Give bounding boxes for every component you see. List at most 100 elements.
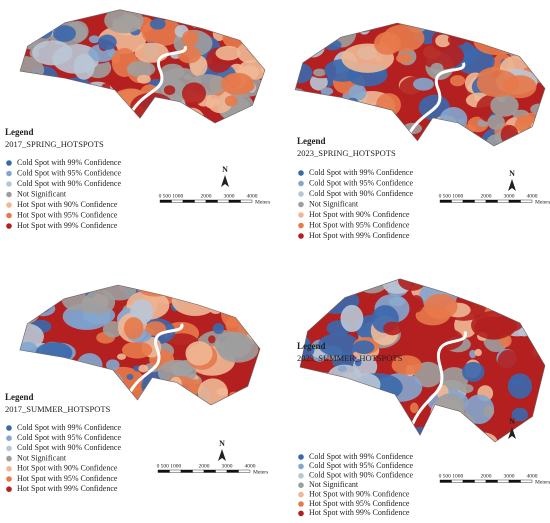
hotspot-zone [536, 40, 544, 48]
hotspot-zone [98, 34, 117, 50]
legend-swatch [298, 482, 304, 489]
legend-label: Not Significant [309, 199, 359, 208]
hotspot-zone [350, 409, 376, 439]
hotspot-zone [151, 106, 186, 124]
scale-segment [497, 199, 510, 203]
hotspot-zone [246, 9, 261, 19]
hotspot-zone [494, 295, 508, 305]
legend-swatch [298, 180, 304, 187]
hotspot-zone [21, 17, 28, 26]
hotspot-zone [126, 60, 156, 78]
river [406, 331, 467, 439]
hotspot-zone [529, 37, 545, 50]
hotspot-zone [434, 393, 466, 421]
hotspot-zone [196, 285, 210, 295]
hotspot-zone [163, 85, 176, 96]
river [126, 45, 187, 122]
hotspot-zone [225, 285, 253, 305]
scale-segment [240, 199, 253, 203]
hotspot-zone [20, 90, 31, 118]
scale-label: 3000 [222, 463, 233, 469]
scale-segment [451, 199, 464, 203]
hotspot-zone [300, 278, 324, 297]
legend-label: Cold Spot with 99% Confidence [309, 452, 413, 461]
north-arrow [221, 175, 229, 187]
scale-label: 2000 [481, 193, 492, 199]
hotspot-zone [149, 18, 166, 30]
hotspot-zone [303, 294, 325, 308]
hotspot-zone [56, 363, 78, 378]
hotspot-zone [397, 278, 427, 291]
hotspot-zone [229, 9, 255, 19]
legend-label: Hot Spot with 95% Confidence [309, 499, 410, 508]
legend-swatch [6, 160, 12, 166]
hotspot-zone [295, 114, 321, 137]
hotspot-zone [424, 278, 447, 283]
hotspot-zone [462, 361, 485, 382]
legend-label: Hot Spot with 95% Confidence [17, 210, 118, 219]
legend-label: Not Significant [17, 453, 67, 462]
hotspot-zone [301, 280, 319, 295]
hotspot-zone [251, 288, 261, 299]
scale-label: 500 1000 [443, 473, 464, 479]
hotspot-zone [525, 23, 545, 43]
hotspot-zone [295, 34, 313, 56]
map-outline [19, 9, 266, 124]
hotspot-zone [516, 114, 534, 125]
layer-name: 2023_SUMMER_HOTSPOTS [297, 353, 403, 363]
legend-title: Legend [297, 341, 326, 351]
hotspot-zone [137, 74, 151, 84]
hotspot-zone [353, 391, 381, 408]
hotspot-zone [471, 278, 508, 287]
legend-swatch [6, 223, 12, 229]
hotspot-zone [54, 9, 75, 18]
legend-swatch [298, 222, 304, 229]
legend-label: Hot Spot with 99% Confidence [309, 231, 410, 240]
legend-label: Hot Spot with 95% Confidence [17, 474, 118, 483]
legend-label: Cold Spot with 90% Confidence [17, 443, 121, 452]
legend-swatch [298, 454, 304, 460]
north-label: N [219, 439, 225, 448]
scale-segment [228, 199, 241, 203]
hotspot-zone [307, 27, 315, 35]
hotspot-zone [178, 107, 205, 124]
hotspot-zone [32, 296, 52, 313]
hotspot-zone [210, 98, 221, 106]
legend-label: Cold Spot with 99% Confidence [309, 168, 413, 177]
hotspot-zone [82, 97, 119, 121]
hotspot-zone [383, 321, 402, 336]
hotspot-zone [138, 388, 174, 405]
hotspot-zone [391, 355, 422, 375]
hotspot-zone [215, 45, 241, 61]
hotspot-zone [257, 9, 265, 22]
hotspot-zone [76, 376, 91, 394]
legend-swatch [6, 476, 12, 482]
north-label: N [509, 417, 515, 426]
scale-label: 4000 [527, 193, 538, 199]
hotspot-zone [24, 35, 32, 43]
legend-swatch [298, 212, 304, 218]
scale-segment [203, 469, 216, 473]
hotspot-zone [177, 46, 201, 64]
hotspot-zone [208, 286, 246, 310]
hotspot-zone [337, 418, 389, 442]
hotspot-zone [473, 27, 522, 56]
scale-segment [462, 479, 475, 483]
hotspot-zone [126, 373, 134, 381]
hotspot-zone [464, 105, 472, 113]
hotspot-zone [439, 367, 469, 392]
scale-unit: Meters [255, 199, 270, 205]
hotspot-zone [123, 317, 144, 340]
hotspot-zone [413, 77, 434, 91]
hotspot-zone [54, 384, 66, 392]
hotspot-zone [41, 362, 67, 389]
legend-swatch [298, 473, 304, 479]
hotspot-zone [435, 34, 451, 48]
hotspot-zone [100, 106, 117, 115]
hotspot-zone [300, 402, 321, 432]
hotspot-zone [43, 365, 86, 391]
scale-label: 4000 [527, 473, 538, 479]
legend-label: Cold Spot with 90% Confidence [309, 189, 413, 198]
hotspot-zone [295, 38, 308, 56]
hotspot-zone [447, 278, 487, 286]
